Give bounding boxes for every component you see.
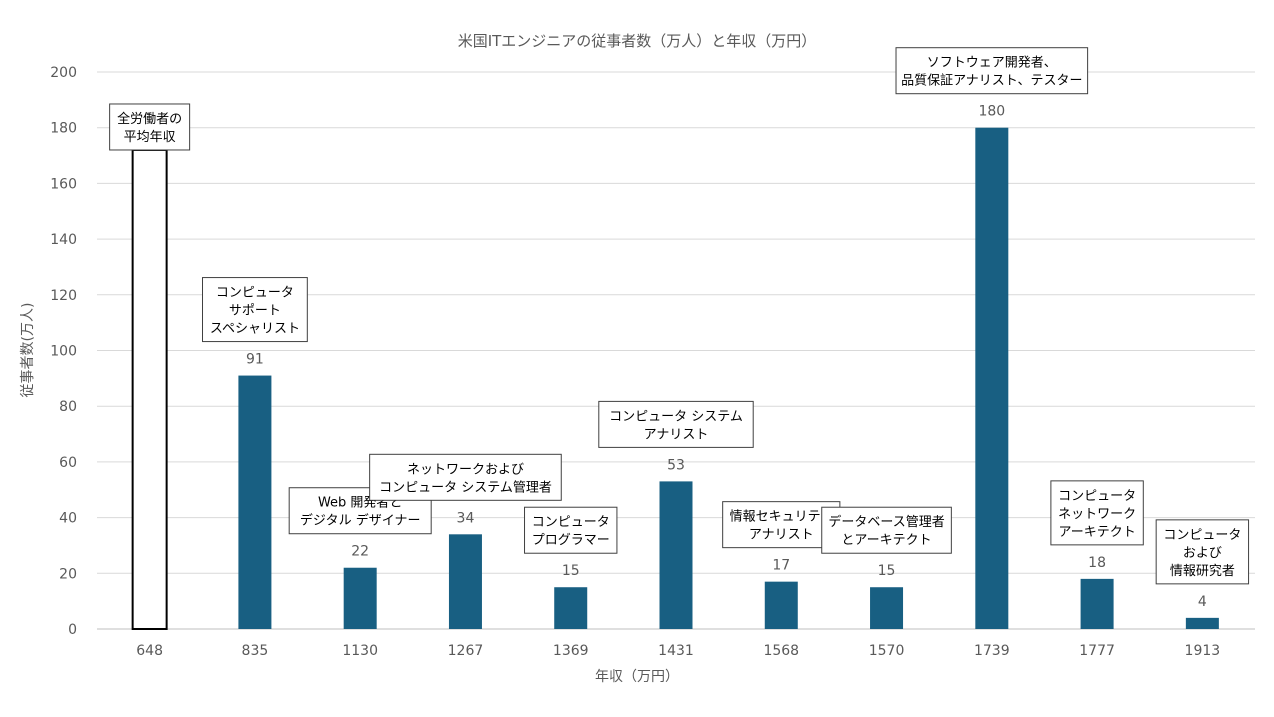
data-label: 22 bbox=[351, 544, 369, 560]
annotation-text: スペシャリスト bbox=[210, 322, 300, 337]
annotation-text: データベース管理者 bbox=[828, 514, 944, 530]
y-tick-label: 200 bbox=[50, 65, 77, 81]
reference-column bbox=[131, 148, 168, 630]
data-label: 4 bbox=[1198, 594, 1207, 610]
x-tick-label: 1568 bbox=[763, 643, 799, 659]
annotation-text: ソフトウェア開発者、 bbox=[927, 56, 1057, 71]
annotation-text: ネットワークおよび bbox=[407, 462, 524, 477]
annotation-box bbox=[1050, 480, 1144, 546]
annotation-box bbox=[821, 506, 952, 554]
bar bbox=[238, 375, 272, 629]
bar bbox=[764, 581, 798, 629]
annotation-text: 平均年収 bbox=[124, 130, 176, 145]
annotation-text: 情報セキュリティ bbox=[730, 510, 833, 525]
data-label: 15 bbox=[562, 563, 580, 579]
data-label: 91 bbox=[246, 352, 264, 368]
chart-title: 米国ITエンジニアの従事者数（万人）と年収（万円） bbox=[457, 32, 817, 50]
bar bbox=[870, 587, 904, 629]
annotation-text: アーキテクト bbox=[1058, 525, 1135, 540]
annotation-text: コンピュータ bbox=[216, 286, 294, 301]
bar bbox=[554, 587, 588, 629]
y-tick-label: 0 bbox=[68, 622, 77, 638]
annotation-box bbox=[895, 47, 1089, 95]
annotation-text: ネットワーク bbox=[1058, 507, 1136, 522]
x-tick-label: 835 bbox=[242, 643, 269, 659]
x-axis-label: 年収（万円） bbox=[595, 669, 679, 685]
y-tick-label: 40 bbox=[59, 511, 77, 527]
y-tick-label: 100 bbox=[50, 344, 77, 360]
annotation-text: アナリスト bbox=[749, 528, 814, 543]
annotation-text: アナリスト bbox=[644, 427, 709, 442]
bar bbox=[659, 481, 693, 629]
x-tick-label: 1739 bbox=[974, 643, 1010, 659]
annotation-text: コンピュータ bbox=[1163, 528, 1241, 543]
annotation-text: 情報研究者 bbox=[1170, 564, 1235, 579]
annotation-box bbox=[598, 400, 754, 448]
x-tick-label: 1267 bbox=[448, 643, 484, 659]
annotation-box bbox=[1155, 519, 1250, 585]
bar bbox=[343, 567, 377, 629]
y-tick-label: 160 bbox=[50, 176, 77, 192]
bar bbox=[1080, 578, 1114, 629]
y-tick-label: 60 bbox=[59, 455, 77, 471]
data-label: 15 bbox=[878, 563, 896, 579]
annotation-text: コンピュータ システム bbox=[609, 409, 743, 424]
x-tick-label: 1369 bbox=[553, 643, 589, 659]
annotation-text: 全労働者の bbox=[117, 111, 182, 127]
x-tick-label: 1777 bbox=[1079, 643, 1115, 659]
annotation-text: プログラマー bbox=[532, 533, 610, 548]
annotation-box bbox=[722, 501, 841, 549]
annotation-text: とアーキテクト bbox=[841, 533, 931, 548]
data-label: 53 bbox=[667, 457, 685, 473]
annotation-text: および bbox=[1183, 546, 1222, 561]
data-label: 34 bbox=[457, 510, 475, 526]
x-tick-label: 1570 bbox=[869, 643, 905, 659]
annotation-text: コンピュータ bbox=[1058, 489, 1136, 504]
y-tick-label: 140 bbox=[50, 232, 77, 248]
data-label: 18 bbox=[1088, 555, 1106, 571]
bar bbox=[1185, 617, 1219, 629]
annotation-box bbox=[369, 453, 562, 501]
annotation-box bbox=[109, 103, 191, 151]
x-tick-label: 1130 bbox=[342, 643, 378, 659]
y-tick-label: 20 bbox=[59, 566, 77, 582]
x-tick-label: 1913 bbox=[1185, 643, 1221, 659]
annotation-text: 品質保証アナリスト、テスター bbox=[901, 74, 1082, 89]
bar bbox=[448, 534, 482, 629]
data-label: 180 bbox=[978, 104, 1005, 120]
x-tick-label: 648 bbox=[136, 643, 163, 659]
annotation-text: サポート bbox=[229, 304, 281, 319]
y-tick-label: 80 bbox=[59, 399, 77, 415]
annotation-text: デジタル デザイナー bbox=[300, 513, 421, 529]
annotation-box bbox=[202, 277, 308, 343]
y-tick-label: 120 bbox=[50, 288, 77, 304]
annotation-text: コンピュータ bbox=[532, 515, 610, 530]
data-label: 17 bbox=[772, 558, 790, 574]
x-tick-label: 1431 bbox=[658, 643, 694, 659]
bar bbox=[975, 127, 1009, 629]
annotation-text: コンピュータ システム管理者 bbox=[379, 480, 552, 495]
y-axis-label: 従事者数(万人) bbox=[20, 302, 36, 398]
y-tick-label: 180 bbox=[50, 121, 77, 137]
annotation-box bbox=[524, 506, 618, 554]
